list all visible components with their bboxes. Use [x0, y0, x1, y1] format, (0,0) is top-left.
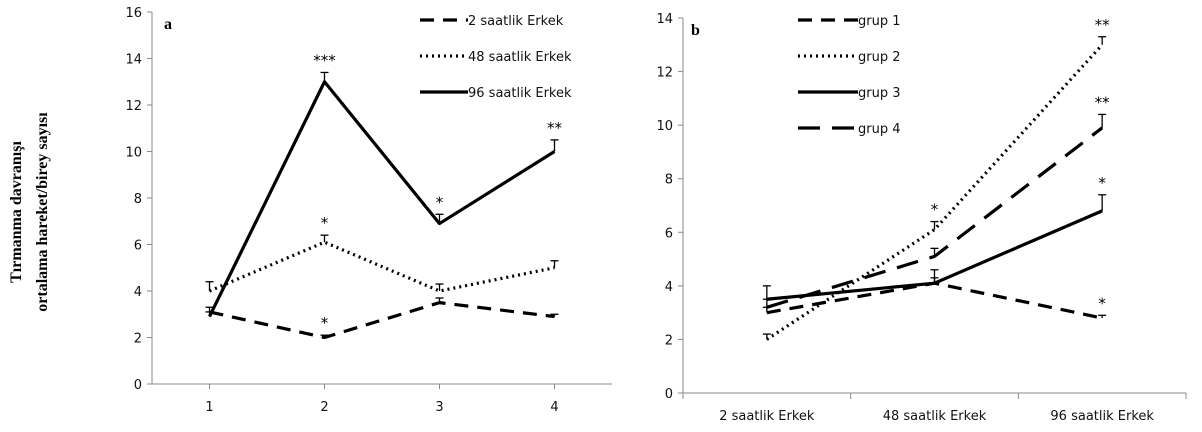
y-tick-label: 8: [665, 173, 673, 188]
significance-marker: **: [547, 119, 563, 137]
y-tick-label: 0: [134, 378, 142, 393]
significance-marker: *: [1098, 174, 1106, 192]
y-tick-label: 14: [125, 53, 142, 68]
legend-label: 48 saatlik Erkek: [468, 50, 572, 65]
y-tick-label: 4: [665, 280, 673, 295]
x-tick-label: 2 saatlik Erkek: [719, 409, 815, 424]
series-line: [766, 209, 1103, 301]
significance-marker: **: [1095, 16, 1111, 34]
panel-label-b: b: [691, 22, 700, 39]
y-tick-label: 0: [665, 387, 673, 402]
significance-marker: **: [1095, 93, 1111, 111]
y-tick-label: 2: [665, 333, 673, 348]
significance-marker: *: [1098, 294, 1106, 312]
legend-label: grup 3: [858, 86, 901, 101]
series-line: [209, 301, 555, 340]
y-tick-label: 12: [125, 99, 142, 114]
x-tick-label: 2: [320, 400, 328, 415]
y-tick-label: 10: [125, 146, 142, 161]
series-line: [766, 126, 1104, 309]
y-tick-label: 2: [134, 332, 142, 347]
y-tick-label: 12: [656, 66, 673, 81]
y-tick-label: 6: [134, 239, 142, 254]
y-tick-label: 16: [125, 6, 142, 21]
significance-marker: *: [321, 314, 329, 332]
legend-label: 2 saatlik Erkek: [468, 14, 564, 29]
legend-label: grup 2: [858, 50, 901, 65]
legend-label: grup 4: [858, 122, 901, 137]
y-tick-label: 10: [656, 119, 673, 134]
x-tick-label: 96 saatlik Erkek: [1050, 409, 1154, 424]
series-line: [765, 43, 1104, 341]
significance-marker: ***: [313, 51, 336, 69]
chart-panel-b: b 0 2 4 6 8 10 12 14 2 saatlik Erkek 48 saatlik E…: [656, 12, 1187, 424]
x-tick-label: 1: [205, 400, 213, 415]
legend-label: 96 saatlik Erkek: [468, 86, 572, 101]
x-tick-label: 48 saatlik Erkek: [883, 409, 987, 424]
series-line: [766, 281, 1103, 320]
y-axis-label-line-1: Tırmanma davranışı: [8, 141, 25, 283]
y-tick-label: 4: [134, 285, 142, 300]
series-line: [208, 80, 556, 318]
significance-marker: *: [931, 201, 939, 219]
panel-label-a: a: [164, 16, 172, 33]
y-tick-label: 8: [134, 192, 142, 207]
x-tick-label: 3: [435, 400, 443, 415]
significance-marker: *: [321, 214, 329, 232]
x-tick-label: 4: [550, 400, 558, 415]
y-tick-label: 14: [656, 12, 673, 27]
significance-marker: *: [436, 193, 444, 211]
series-line: [208, 240, 555, 293]
y-axis-label-line-2: ortalama hareket/birey sayısı: [34, 112, 51, 312]
y-tick-label: 6: [665, 226, 673, 241]
legend-label: grup 1: [858, 14, 901, 29]
